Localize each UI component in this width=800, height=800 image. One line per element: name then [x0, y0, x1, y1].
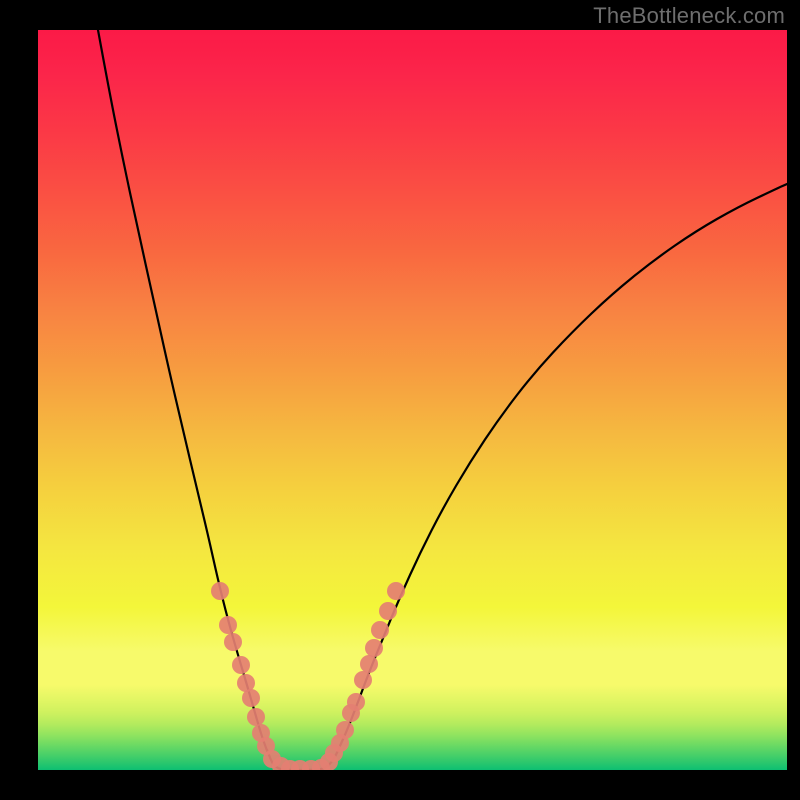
watermark-text: TheBottleneck.com [593, 3, 785, 29]
plot-area [38, 30, 787, 770]
data-points [38, 30, 787, 770]
